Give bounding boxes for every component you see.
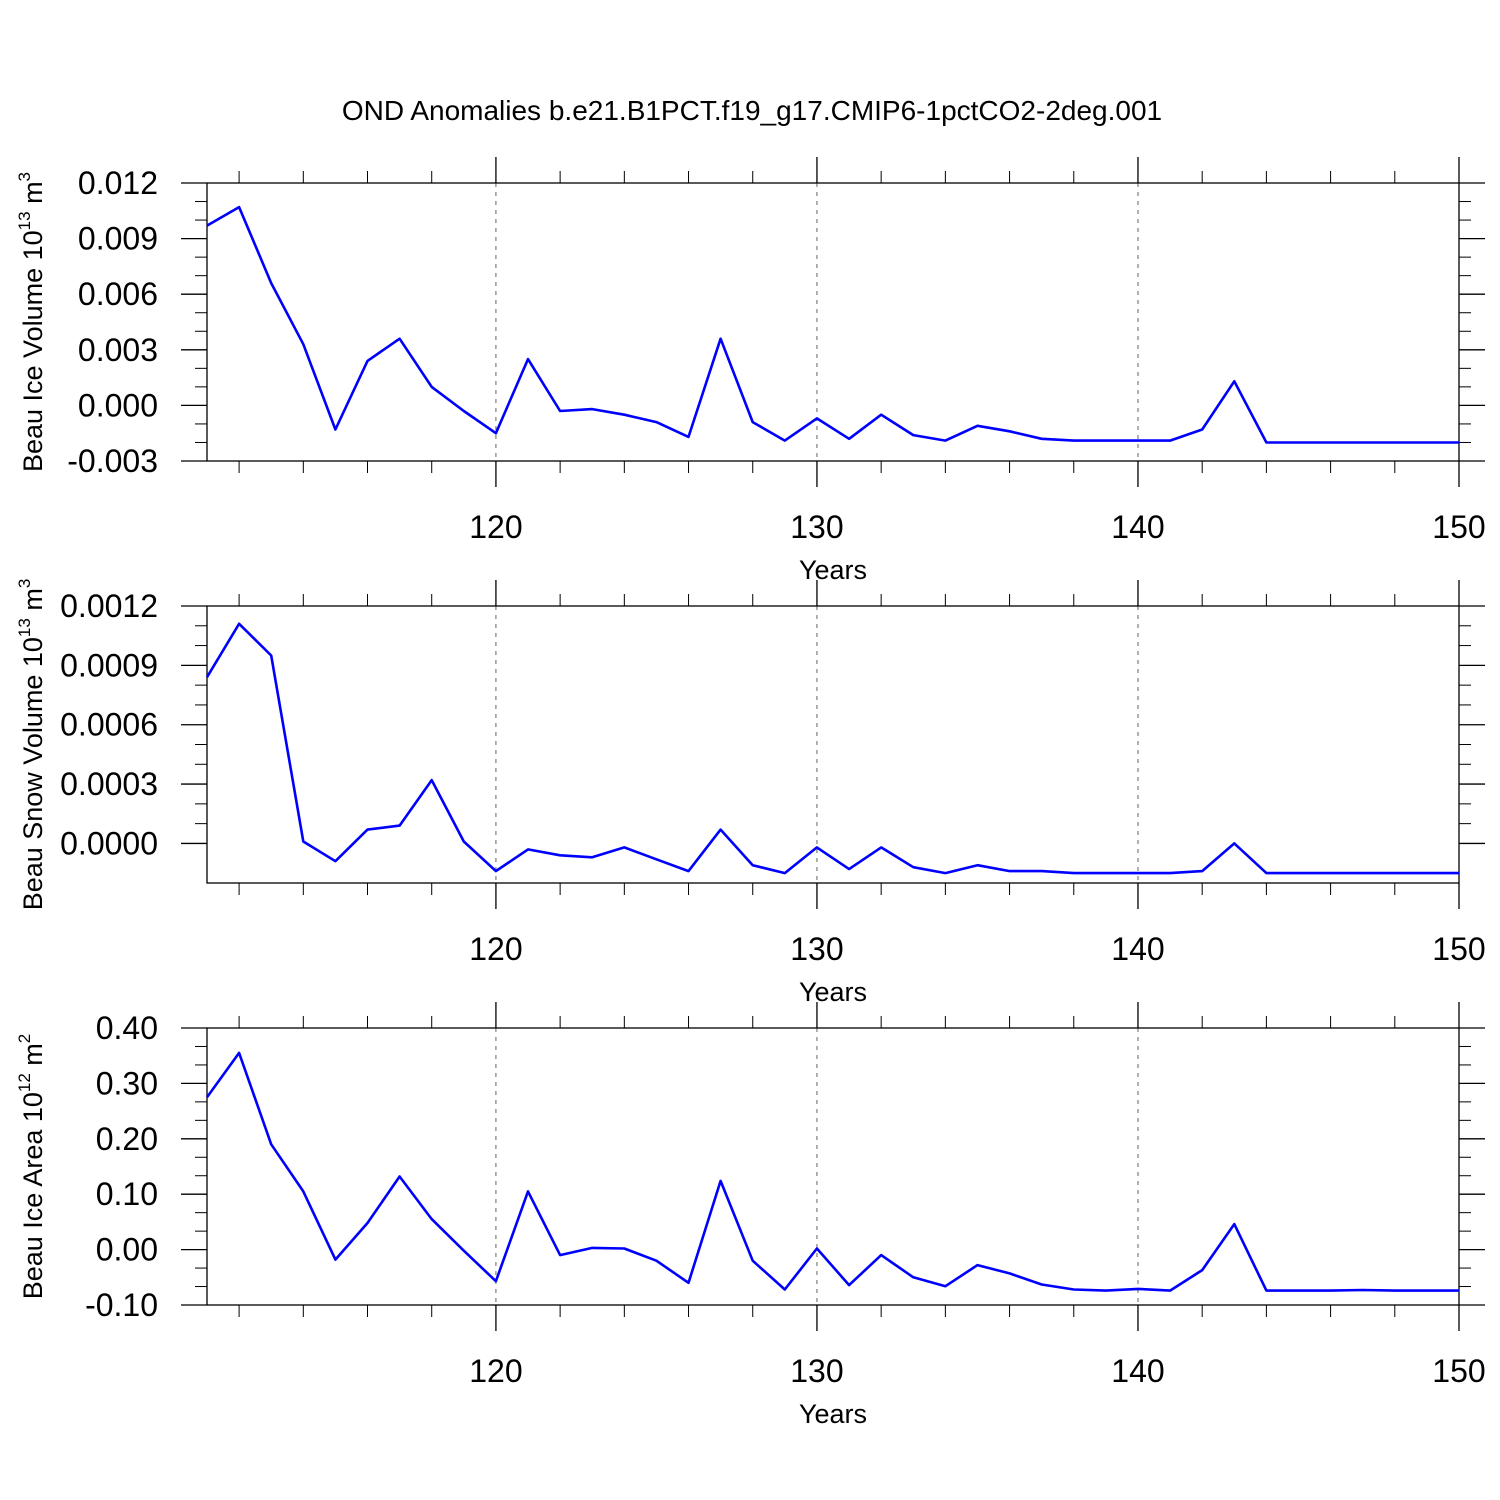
y-tick-label: 0.006 — [78, 276, 158, 312]
y-tick-label: 0.0003 — [60, 766, 158, 802]
y-tick-label: 0.0009 — [60, 647, 158, 683]
y-tick-label: 0.009 — [78, 221, 158, 257]
x-tick-label: 140 — [1111, 509, 1164, 545]
x-tick-label: 130 — [790, 931, 843, 967]
y-tick-label: -0.003 — [67, 443, 158, 479]
plot-frame — [206, 182, 1460, 462]
x-axis-label: Years — [799, 555, 867, 585]
x-axis-label: Years — [799, 977, 867, 1007]
series-line — [205, 622, 1459, 875]
y-tick-label: 0.40 — [96, 1010, 158, 1046]
x-axis-label: Years — [799, 1399, 867, 1429]
y-axis-label: Beau Snow Volume 1013 m3 — [15, 579, 48, 911]
y-tick-label: 0.000 — [78, 387, 158, 423]
y-tick-label: 0.0006 — [60, 707, 158, 743]
y-tick-label: 0.003 — [78, 332, 158, 368]
series-line — [206, 205, 1459, 444]
y-tick-label: 0.0000 — [60, 825, 158, 861]
plot-frame — [206, 605, 1460, 884]
y-tick-label: 0.012 — [78, 165, 158, 201]
figure-title: OND Anomalies b.e21.B1PCT.f19_g17.CMIP6-… — [342, 95, 1162, 126]
x-tick-label: 120 — [469, 931, 522, 967]
y-tick-label: 0.0012 — [60, 588, 158, 624]
panel-3: 120 130 140 150 -0.10 0.00 0.10 0.20 0.30 0.40 Yea… — [15, 1002, 1486, 1429]
plot-frame — [206, 1027, 1460, 1306]
x-tick-label: 130 — [790, 1353, 843, 1389]
series-line — [205, 1051, 1459, 1292]
panel-1: 120 130 140 150 -0.003 0.000 0.003 0.006 0.009 0.… — [15, 157, 1486, 585]
x-tick-label: 120 — [469, 509, 522, 545]
panel-2: 120 130 140 150 0.0000 0.0003 0.0006 0.0009 0.00… — [15, 579, 1486, 1007]
y-tick-label: 0.20 — [96, 1121, 158, 1157]
y-axis-label: Beau Ice Volume 1013 m3 — [15, 172, 48, 472]
x-tick-label: 140 — [1111, 931, 1164, 967]
y-tick-label: 0.00 — [96, 1232, 158, 1268]
y-axis-label: Beau Ice Area 1012 m2 — [15, 1034, 48, 1300]
x-tick-label: 140 — [1111, 1353, 1164, 1389]
y-tick-label: 0.10 — [96, 1176, 158, 1212]
x-tick-label: 150 — [1432, 931, 1485, 967]
y-tick-label: -0.10 — [85, 1287, 158, 1323]
x-tick-label: 120 — [469, 1353, 522, 1389]
x-tick-label: 130 — [790, 509, 843, 545]
x-tick-label: 150 — [1432, 1353, 1485, 1389]
y-tick-label: 0.30 — [96, 1065, 158, 1101]
x-tick-label: 150 — [1432, 509, 1485, 545]
